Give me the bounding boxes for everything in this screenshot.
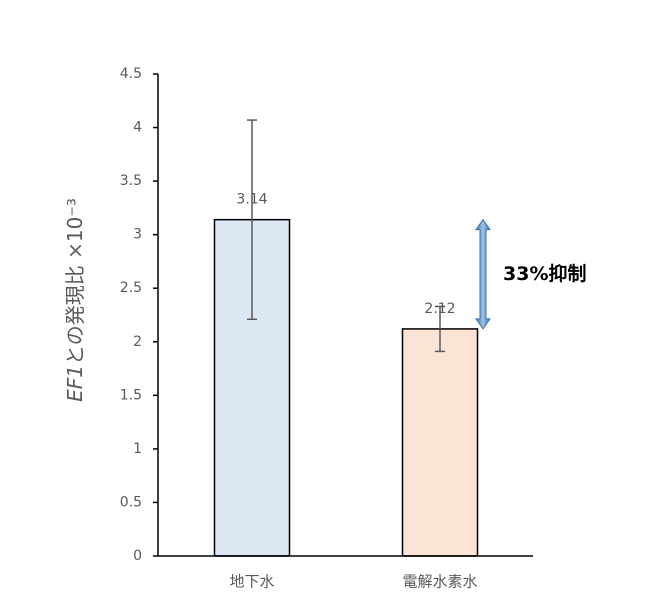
y-axis-label: EF1との発現比 ×10⁻³: [63, 198, 87, 402]
y-axis-label-rest: との発現比 ×10⁻³: [63, 198, 87, 365]
x-tick-label: 地下水: [229, 573, 274, 591]
y-tick-label: 1: [133, 441, 142, 457]
y-tick-label: 1.5: [120, 387, 142, 403]
y-axis-label-gene: EF1: [63, 365, 87, 402]
y-tick-label: 4: [133, 120, 142, 136]
y-tick-label: 0.5: [120, 494, 142, 510]
data-label: 3.14: [236, 192, 267, 208]
y-tick-label: 4.5: [120, 66, 142, 82]
data-label: 2.12: [424, 301, 455, 317]
y-tick-label: 0: [133, 548, 142, 564]
bar: [401, 328, 479, 557]
arrow: [475, 218, 491, 330]
y-tick-label: 2: [133, 334, 142, 350]
y-tick-label: 3.5: [120, 173, 142, 189]
x-tick-label: 電解水素水: [402, 573, 477, 591]
annotation: 33%抑制: [503, 262, 586, 285]
y-tick-label: 2.5: [120, 280, 142, 296]
y-tick-label: 3: [133, 227, 142, 243]
